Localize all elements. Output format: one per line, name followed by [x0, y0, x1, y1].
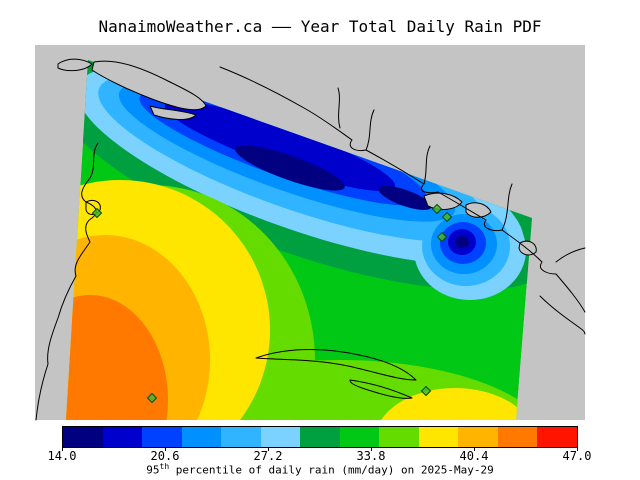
gabriola-island	[349, 379, 413, 399]
colorbar-segment	[537, 427, 577, 447]
coastlines	[35, 66, 586, 421]
mainland-coast	[219, 66, 586, 313]
colorbar-tick	[165, 447, 166, 451]
station-marker	[146, 392, 158, 404]
station-marker	[431, 203, 443, 215]
colorbar-segment	[497, 427, 538, 447]
colorbar-label: 27.2	[253, 449, 283, 463]
colorbar-segment	[379, 427, 419, 447]
station-markers	[91, 203, 453, 404]
colorbar-tick	[474, 447, 475, 451]
lower-right-coast	[539, 295, 586, 335]
colorbar-tick	[268, 447, 269, 451]
colorbar-segment	[221, 427, 261, 447]
colorbar-label: 20.6	[150, 449, 180, 463]
coast-peninsula	[85, 199, 101, 215]
caption-prefix: 95	[146, 463, 160, 477]
colorbar-segment	[418, 427, 459, 447]
bowen-island	[518, 240, 537, 256]
colorbar-segment	[181, 427, 222, 447]
texada-island	[91, 60, 207, 111]
caption-superscript: th	[159, 462, 170, 471]
land-islands	[57, 58, 537, 256]
colorbar-label: 47.0	[562, 449, 592, 463]
fjord-inlet-1	[337, 87, 341, 129]
gulf-islands-chain	[255, 349, 417, 381]
caption-suffix: percentile of daily rain (mm/day) on 202…	[169, 463, 494, 477]
colorbar-segment	[339, 427, 380, 447]
station-marker	[436, 231, 448, 243]
colorbar-label: 33.8	[356, 449, 386, 463]
page-title: NanaimoWeather.ca –– Year Total Daily Ra…	[98, 17, 542, 36]
colorbar-label: 40.4	[459, 449, 489, 463]
colorbar-segment	[63, 427, 103, 447]
small-islet	[57, 58, 93, 72]
fjord-inlet-3	[423, 145, 431, 185]
nelson-island	[465, 202, 492, 218]
lasqueti-island	[149, 105, 197, 120]
howe-sound-inlet	[501, 183, 513, 231]
colorbar-tick	[62, 447, 63, 451]
colorbar-tick	[577, 447, 578, 451]
colorbar-segment	[142, 427, 182, 447]
station-marker	[91, 207, 103, 219]
station-marker	[441, 211, 453, 223]
fjord-inlet-2	[365, 109, 375, 151]
station-marker	[420, 385, 432, 397]
colorbar-segment	[458, 427, 498, 447]
colorbar-segment	[260, 427, 301, 447]
colorbar-caption: 95th percentile of daily rain (mm/day) o…	[0, 463, 640, 477]
colorbar-segment	[300, 427, 340, 447]
colorbar	[62, 426, 578, 448]
colorbar-segment	[102, 427, 143, 447]
right-edge-coast	[555, 247, 586, 263]
colorbar-label: 14.0	[47, 449, 77, 463]
vancouver-island-coast	[35, 142, 99, 421]
colorbar-tick	[371, 447, 372, 451]
